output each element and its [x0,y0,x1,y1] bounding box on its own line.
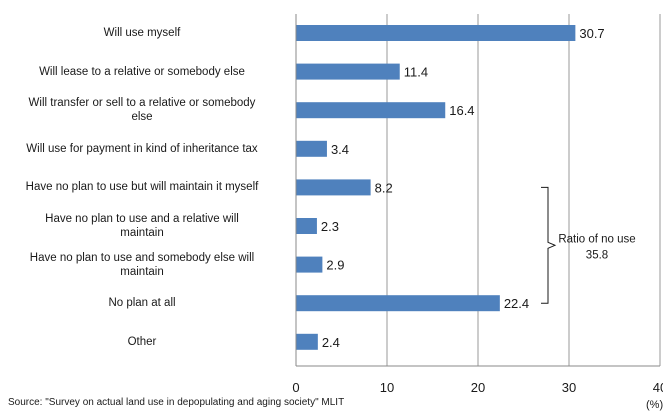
x-axis: 0 10 20 30 40 [292,14,663,395]
bar-value-label: 16.4 [449,103,474,118]
bar-value-label: 2.9 [326,258,344,273]
bar [296,140,327,157]
source-note: Source: "Survey on actual land use in de… [8,397,345,408]
bar [296,295,500,312]
x-unit-label: (%) [646,399,663,411]
bar [296,102,446,119]
bar-value-label: 8.2 [375,180,393,195]
bar-value-label: 2.4 [322,335,340,350]
category-label: Will use myself [103,27,181,39]
x-tick-label: 20 [471,380,485,395]
bar [296,333,318,350]
category-label: Will use for payment in kind of inherita… [26,142,258,155]
bar [296,179,371,196]
bar-value-label: 2.3 [321,219,339,234]
x-tick-label: 40 [653,380,663,395]
bar-value-label: 11.4 [404,65,428,80]
no-use-annotation: Ratio of no use 35.8 [541,186,636,304]
category-label: Will lease to a relative or somebody els… [39,65,245,78]
category-label: No plan at all [108,297,176,310]
bar [296,218,317,234]
category-label: Have no plan to use but will maintain it… [25,181,259,194]
bar-value-label: 22.4 [504,296,529,311]
category-label: Will transfer or sell to a relative or s… [28,97,256,124]
category-label: Have no plan to use and somebody else wi… [29,251,255,278]
bars: 30.7 11.4 16.4 3.4 8.2 2.3 2.9 22.4 2.4 [296,25,605,350]
bracket [541,186,557,304]
bar [296,25,576,41]
category-label: Have no plan to use and a relative will m… [45,213,239,239]
x-tick-label: 10 [380,380,394,395]
bar-value-label: 30.7 [579,26,604,41]
annotation-text: Ratio of no use [558,233,635,245]
bar [296,256,323,273]
annotation-text: 35.8 [586,249,608,261]
bar [296,63,400,80]
x-tick-label: 30 [562,380,576,395]
bar-value-label: 3.4 [331,142,349,157]
category-label: Other [127,335,157,348]
x-tick-label: 0 [292,380,299,395]
